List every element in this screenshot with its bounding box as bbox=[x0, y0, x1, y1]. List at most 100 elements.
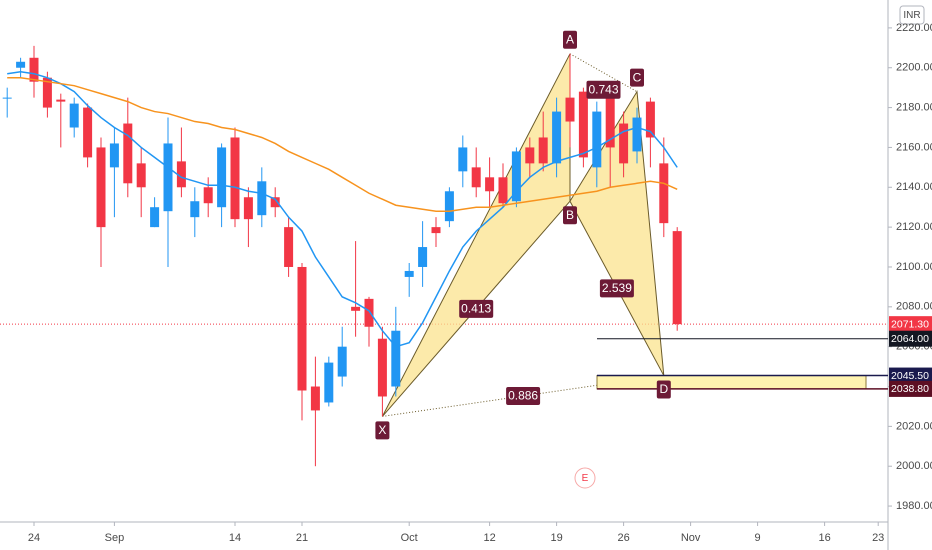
x-tick-label: Oct bbox=[401, 532, 418, 544]
x-tick-label: Nov bbox=[681, 532, 701, 544]
y-tick-label: 1980.00 bbox=[896, 500, 932, 512]
candle-body bbox=[230, 137, 240, 220]
ratio-box bbox=[599, 279, 634, 298]
candle-body bbox=[619, 123, 629, 164]
ratio-label: 0.413 bbox=[461, 301, 491, 315]
candle-body bbox=[552, 111, 562, 164]
candle-body bbox=[163, 143, 173, 212]
x-tick-label: 23 bbox=[872, 532, 884, 544]
pattern-point-label: X bbox=[378, 423, 386, 437]
y-tick-label: 2140.00 bbox=[896, 181, 932, 193]
candle-body bbox=[150, 207, 160, 228]
candle-body bbox=[83, 107, 93, 158]
candle-body bbox=[136, 163, 146, 188]
candle-body bbox=[2, 97, 12, 99]
price-label-box bbox=[889, 367, 932, 384]
candle-body bbox=[511, 151, 521, 202]
x-tick-label: 9 bbox=[755, 532, 761, 544]
candle-body bbox=[284, 227, 294, 267]
event-marker bbox=[574, 467, 596, 489]
candle-body bbox=[498, 177, 508, 204]
candle-body bbox=[391, 330, 401, 387]
x-tick-label: 14 bbox=[229, 532, 241, 544]
candle-body bbox=[632, 117, 642, 152]
y-tick-label: 2080.00 bbox=[896, 301, 932, 313]
price-label: 2071.30 bbox=[891, 318, 929, 330]
ratio-label: 0.743 bbox=[588, 82, 618, 96]
price-label-box bbox=[889, 330, 932, 347]
candle-body bbox=[431, 227, 441, 234]
candle-body bbox=[672, 231, 682, 325]
candle-body bbox=[297, 266, 307, 391]
candle-body bbox=[565, 97, 575, 122]
candle-body bbox=[42, 77, 52, 108]
x-tick-label: Sep bbox=[105, 532, 125, 544]
pattern-dotted-line bbox=[569, 53, 638, 93]
candle-body bbox=[29, 57, 39, 82]
candle-body bbox=[109, 143, 119, 168]
x-tick-label: 26 bbox=[617, 532, 629, 544]
candle-body bbox=[592, 111, 602, 168]
y-tick-label: 2200.00 bbox=[896, 62, 932, 74]
candle-body bbox=[190, 201, 200, 218]
candle-body bbox=[243, 197, 253, 220]
price-label: 2064.00 bbox=[891, 333, 929, 345]
candle-body bbox=[377, 338, 387, 397]
candle-body bbox=[444, 191, 454, 222]
currency-badge[interactable] bbox=[899, 5, 925, 25]
candle-body bbox=[203, 187, 213, 204]
candle-body bbox=[270, 197, 280, 208]
candle-body bbox=[364, 298, 374, 327]
x-tick-label: 21 bbox=[296, 532, 308, 544]
candle-body bbox=[525, 147, 535, 164]
y-tick-label: 2000.00 bbox=[896, 460, 932, 472]
candle-body bbox=[351, 306, 361, 311]
candle-body bbox=[176, 161, 186, 188]
candle-body bbox=[123, 123, 133, 184]
y-tick-label: 2180.00 bbox=[896, 101, 932, 113]
candle-body bbox=[56, 99, 66, 102]
x-tick-label: 24 bbox=[28, 532, 40, 544]
y-tick-label: 2100.00 bbox=[896, 261, 932, 273]
x-tick-label: 16 bbox=[818, 532, 830, 544]
candle-body bbox=[217, 147, 227, 208]
candle-body bbox=[337, 346, 347, 377]
candle-body bbox=[605, 91, 615, 148]
moving-average bbox=[7, 76, 678, 212]
candle-body bbox=[578, 91, 588, 158]
price-label-box bbox=[889, 380, 932, 397]
candle-body bbox=[96, 147, 106, 228]
candle-body bbox=[16, 61, 26, 68]
price-label: 2038.80 bbox=[891, 383, 929, 395]
candle-body bbox=[645, 101, 655, 138]
price-label-box bbox=[889, 316, 932, 333]
candle-body bbox=[404, 270, 414, 277]
moving-average bbox=[7, 70, 678, 348]
candle-body bbox=[538, 137, 548, 164]
candle-body bbox=[418, 247, 428, 267]
pattern-point-label: C bbox=[633, 70, 642, 84]
candle-body bbox=[485, 177, 495, 192]
ratio-label: 2.539 bbox=[602, 281, 632, 295]
pattern-point-box bbox=[656, 380, 671, 399]
currency-label: INR bbox=[903, 10, 920, 21]
candle-body bbox=[458, 147, 468, 172]
pattern-point-label: B bbox=[566, 208, 574, 222]
y-tick-label: 2160.00 bbox=[896, 141, 932, 153]
pattern-point-label: A bbox=[566, 32, 574, 46]
ratio-label: 0.886 bbox=[508, 389, 538, 403]
ratio-box bbox=[586, 80, 621, 99]
pattern-point-box bbox=[630, 68, 644, 87]
pattern-point-box bbox=[563, 206, 577, 225]
y-tick-label: 2020.00 bbox=[896, 420, 932, 432]
event-marker-label: E bbox=[582, 473, 589, 484]
y-tick-label: 2120.00 bbox=[896, 221, 932, 233]
candle-body bbox=[324, 362, 334, 403]
candle-body bbox=[69, 103, 79, 128]
x-tick-label: 12 bbox=[483, 532, 495, 544]
price-label: 2045.50 bbox=[891, 370, 929, 382]
candle-body bbox=[471, 167, 481, 188]
pattern-point-box bbox=[375, 421, 390, 440]
candle-body bbox=[257, 181, 267, 216]
